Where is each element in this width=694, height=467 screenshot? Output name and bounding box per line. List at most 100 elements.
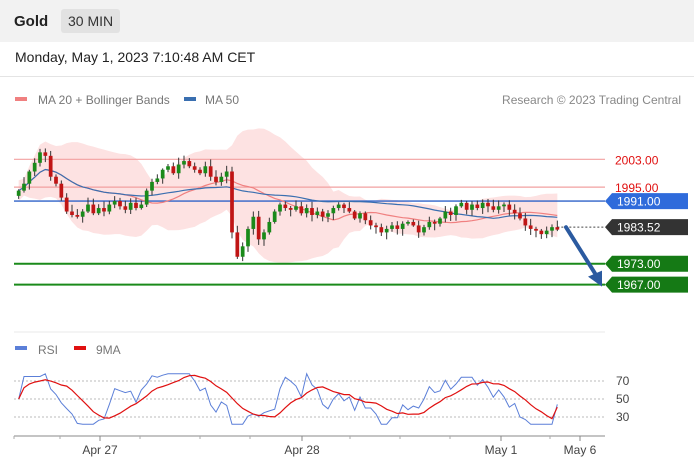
rsi-tick: 30: [616, 410, 630, 424]
legend-rsi: RSI: [38, 343, 58, 357]
candle-body: [139, 204, 144, 209]
candle-body: [70, 211, 74, 215]
candle-body: [208, 166, 213, 177]
candle-body: [134, 202, 138, 209]
candle-body: [150, 181, 154, 191]
support-label: 1967.00: [617, 278, 661, 292]
candle-body: [528, 225, 533, 229]
legend-swatch-rsi-ma: [74, 346, 86, 350]
candle-body: [326, 213, 330, 217]
candle-body: [123, 206, 128, 210]
candle-body: [507, 204, 512, 210]
candle-body: [294, 206, 298, 210]
candle-body: [128, 202, 133, 210]
candle-body: [512, 209, 517, 214]
candle-body: [203, 166, 208, 174]
candle-body: [544, 230, 549, 235]
candle-body: [59, 183, 64, 198]
candle-body: [240, 246, 245, 257]
candle-body: [251, 216, 256, 229]
candle-body: [38, 152, 42, 163]
candle-body: [486, 202, 490, 207]
legend-swatch-ma20: [15, 97, 27, 101]
candle-body: [80, 211, 85, 217]
candle-body: [304, 208, 309, 214]
candle-body: [176, 164, 181, 174]
candle-body: [518, 213, 522, 219]
candle-body: [224, 171, 229, 177]
candle-body: [470, 204, 474, 210]
candle-body: [160, 169, 165, 179]
candle-body: [86, 204, 90, 212]
x-tick-label: May 6: [564, 443, 597, 457]
candle-body: [256, 216, 261, 240]
candle-body: [416, 225, 421, 233]
candle-body: [384, 228, 389, 233]
candle-body: [342, 204, 346, 209]
candle-body: [48, 155, 53, 177]
candle-body: [363, 213, 368, 221]
ma50-line: [18, 168, 558, 219]
support-label: 1973.00: [617, 257, 661, 271]
candle-body: [539, 230, 544, 235]
candle-body: [331, 208, 336, 214]
candle-body: [262, 232, 266, 240]
candle-body: [64, 197, 69, 212]
candle-body: [171, 166, 176, 174]
candle-body: [155, 178, 160, 182]
candle-body: [310, 208, 314, 215]
moving-averages: [18, 168, 558, 224]
candle-body: [443, 211, 448, 219]
candle-body: [480, 202, 485, 209]
legend-ma20: MA 20 + Bollinger Bands: [38, 93, 170, 107]
candle-body: [299, 206, 304, 214]
candle-body: [198, 169, 202, 174]
candle-body: [16, 190, 21, 196]
candle-body: [22, 183, 26, 191]
candle-body: [379, 227, 384, 233]
rsi-tick: 50: [616, 392, 630, 406]
candle-body: [166, 166, 170, 170]
candle-body: [235, 232, 240, 257]
candle-body: [118, 201, 122, 207]
divider: [0, 76, 694, 77]
timeframe-badge[interactable]: 30 MIN: [61, 9, 121, 33]
pivot-label-box: [605, 193, 688, 210]
candlesticks: [16, 148, 560, 262]
candle-body: [230, 171, 234, 233]
chart-credit: Research © 2023 Trading Central: [502, 93, 681, 107]
candle-body: [523, 218, 528, 226]
last-price-box: [605, 219, 688, 236]
candle-body: [427, 221, 432, 228]
legend-rsi-ma: 9MA: [96, 343, 121, 357]
candle-body: [43, 152, 48, 156]
candle-body: [347, 208, 352, 212]
x-axis: Apr 27 Apr 28 May 1 May 6: [13, 435, 605, 457]
candle-body: [358, 213, 362, 219]
candle-body: [459, 202, 464, 207]
candle-body: [464, 202, 469, 210]
forecast-arrow-head: [588, 270, 602, 287]
legend-swatch-rsi: [15, 346, 27, 350]
candle-body: [182, 161, 186, 165]
candle-body: [438, 218, 442, 224]
candle-body: [390, 225, 394, 229]
candle-body: [91, 204, 96, 214]
candle-body: [411, 221, 416, 226]
support-label-box: [605, 276, 688, 293]
candle-body: [283, 204, 288, 209]
candle-body: [214, 176, 218, 182]
candle-body: [454, 206, 458, 215]
legend-swatch-ma50: [184, 97, 196, 101]
resistance-label: 2003.00: [615, 153, 659, 167]
rsi-ma-line: [18, 374, 558, 420]
candle-body: [278, 204, 282, 212]
level-lines: [14, 158, 605, 333]
candle-body: [475, 204, 480, 209]
candle-body: [102, 208, 106, 212]
candle-body: [352, 211, 357, 219]
candle-body: [192, 166, 197, 170]
candle-body: [422, 227, 426, 233]
